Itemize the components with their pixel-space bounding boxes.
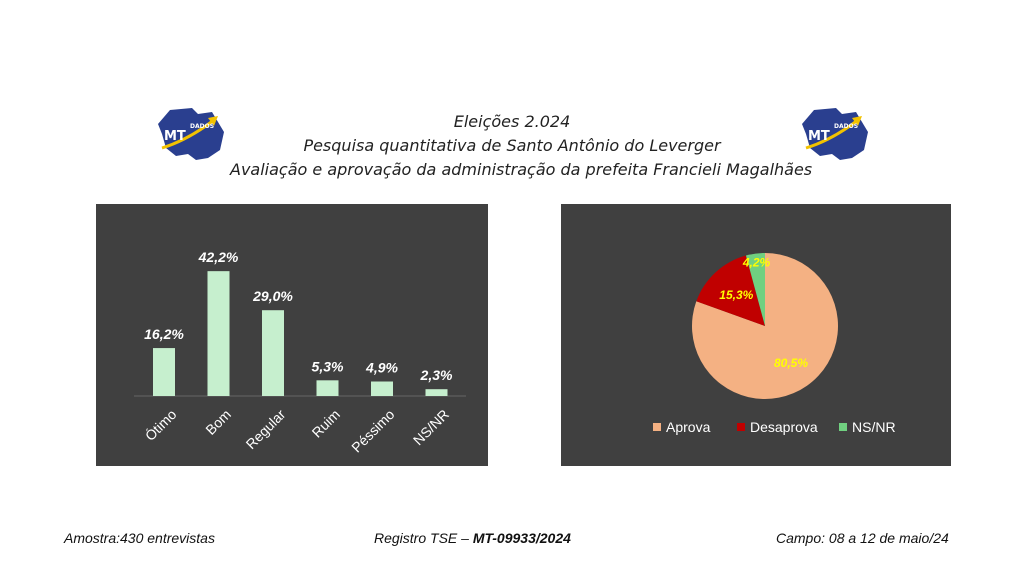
legend-swatch-1 — [737, 423, 745, 431]
bar-data-label-2: 29,0% — [252, 288, 293, 304]
bar-data-label-3: 5,3% — [312, 358, 344, 374]
bar-chart-panel: 16,2% Ótimo 42,2% Bom 29,0% Regular 5,3% Ruim 4,… — [96, 204, 488, 466]
bar-data-label-0: 16,2% — [144, 326, 184, 342]
footer-registration-code: MT-09933/2024 — [472, 530, 571, 546]
page-title: Eleições 2.024 Pesquisa quantitativa de … — [230, 110, 813, 182]
bar-data-label-5: 2,3% — [420, 367, 453, 383]
logo-text-mt: MT — [164, 129, 186, 144]
title-line-1: Eleições 2.024 — [453, 112, 571, 131]
logo-text-dados: DADOS — [834, 123, 858, 130]
legend-label-2: NS/NR — [852, 419, 896, 435]
bar-4 — [371, 381, 393, 396]
footer-sample: Amostra:430 entrevistas — [64, 530, 215, 546]
pie-data-label-2: 4,2% — [742, 255, 771, 269]
pie-slice-desaprova — [696, 255, 765, 326]
bar-category-label-3: Ruim — [309, 406, 343, 440]
legend-label-1: Desaprova — [750, 419, 818, 435]
logo-text-mt: MT — [808, 129, 830, 144]
bar-data-label-4: 4,9% — [365, 360, 398, 376]
legend-swatch-2 — [839, 423, 847, 431]
bar-5 — [425, 389, 448, 396]
bar-category-label-1: Bom — [202, 406, 234, 438]
legend-swatch-0 — [653, 423, 661, 431]
bar-category-label-5: NS/NR — [410, 406, 452, 448]
bar-2 — [262, 310, 284, 396]
legend-label-0: Aprova — [666, 419, 711, 435]
bar-0 — [153, 348, 175, 396]
bar-category-label-2: Regular — [242, 406, 288, 452]
bar-data-label-1: 42,2% — [198, 249, 239, 265]
pie-slice-nsnr — [745, 253, 765, 326]
mt-dados-logo-left: MT DADOS — [152, 104, 228, 166]
footer-fieldwork: Campo: 08 a 12 de maio/24 — [776, 530, 949, 546]
title-line-2: Pesquisa quantitativa de Santo Antônio d… — [303, 136, 721, 155]
bar-category-label-0: Ótimo — [142, 406, 180, 444]
pie-data-label-0: 80,5% — [774, 356, 808, 370]
pie-chart: 80,5% 15,3% 4,2% Aprova Desaprova NS/NR — [653, 253, 896, 435]
footer-registration: Registro TSE – MT-09933/2024 — [374, 530, 571, 546]
bar-1 — [207, 271, 230, 396]
bar-3 — [316, 380, 339, 396]
footer-registration-prefix: Registro TSE – — [374, 530, 473, 546]
pie-data-label-1: 15,3% — [719, 288, 753, 302]
pie-chart-panel: 80,5% 15,3% 4,2% Aprova Desaprova NS/NR — [561, 204, 951, 466]
mt-dados-logo-right: MT DADOS — [796, 104, 872, 166]
bar-chart: 16,2% Ótimo 42,2% Bom 29,0% Regular 5,3% Ruim 4,… — [134, 249, 466, 455]
logo-text-dados: DADOS — [190, 123, 214, 130]
bar-category-label-4: Péssimo — [348, 406, 397, 455]
title-line-3: Avaliação e aprovação da administração d… — [230, 160, 813, 179]
